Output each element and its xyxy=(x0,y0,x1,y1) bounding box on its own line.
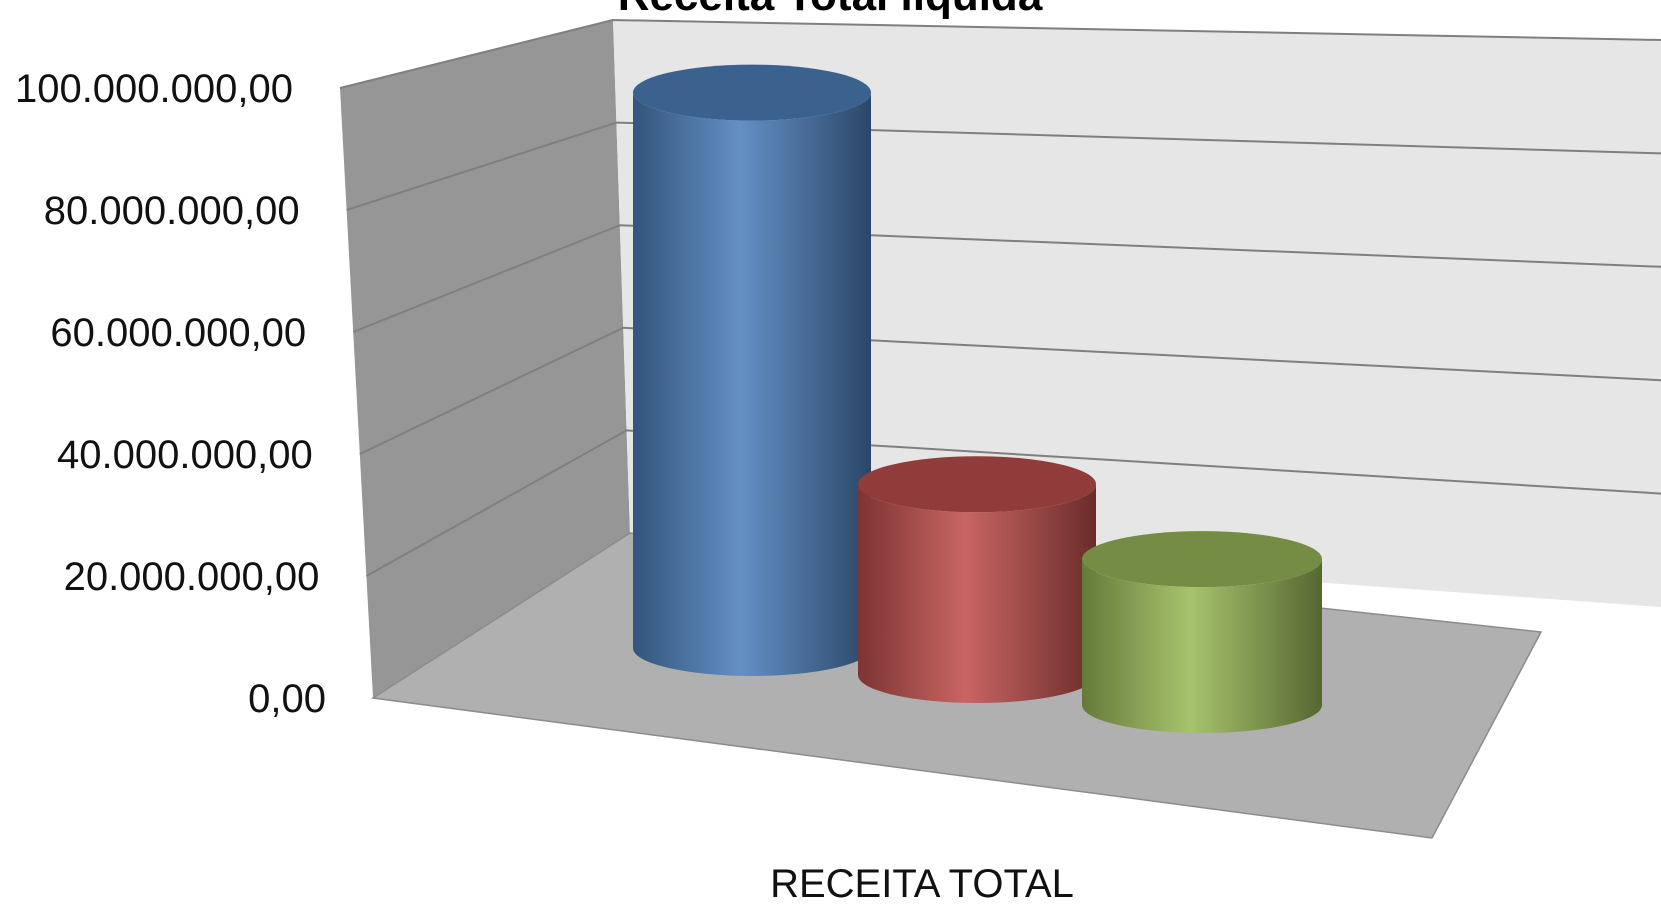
bar-cylinder-body xyxy=(633,92,871,677)
gridlines xyxy=(339,18,1661,577)
back-wall xyxy=(613,20,1661,607)
chart-walls xyxy=(340,20,1661,839)
gridline xyxy=(352,224,1661,333)
y-tick-label: 20.000.000,00 xyxy=(64,555,320,599)
y-tick-label: 40.000.000,00 xyxy=(57,433,313,477)
bar-cylinder-body xyxy=(1082,559,1322,733)
gridline xyxy=(346,121,1661,211)
gridline xyxy=(339,18,1661,89)
bar-cylinder-body xyxy=(858,484,1096,703)
category-label: RECEITA TOTAL xyxy=(770,862,1074,906)
gridline xyxy=(365,429,1661,577)
y-tick-label: 100.000.000,00 xyxy=(15,67,293,111)
y-tick-label: 60.000.000,00 xyxy=(50,311,306,355)
bar-cylinder-top xyxy=(1082,531,1322,588)
bars xyxy=(633,64,1322,733)
bar-cylinder-top xyxy=(858,456,1096,513)
bar-cylinder-top xyxy=(633,64,871,121)
gridline xyxy=(359,326,1661,455)
y-tick-label: 0,00 xyxy=(248,677,326,721)
y-axis-tick-labels: 0,00 20.000.000,00 40.000.000,00 60.000.000… xyxy=(15,67,326,721)
y-tick-label: 80.000.000,00 xyxy=(44,189,300,233)
chart-title: Receita Total líquida xyxy=(618,0,1043,20)
